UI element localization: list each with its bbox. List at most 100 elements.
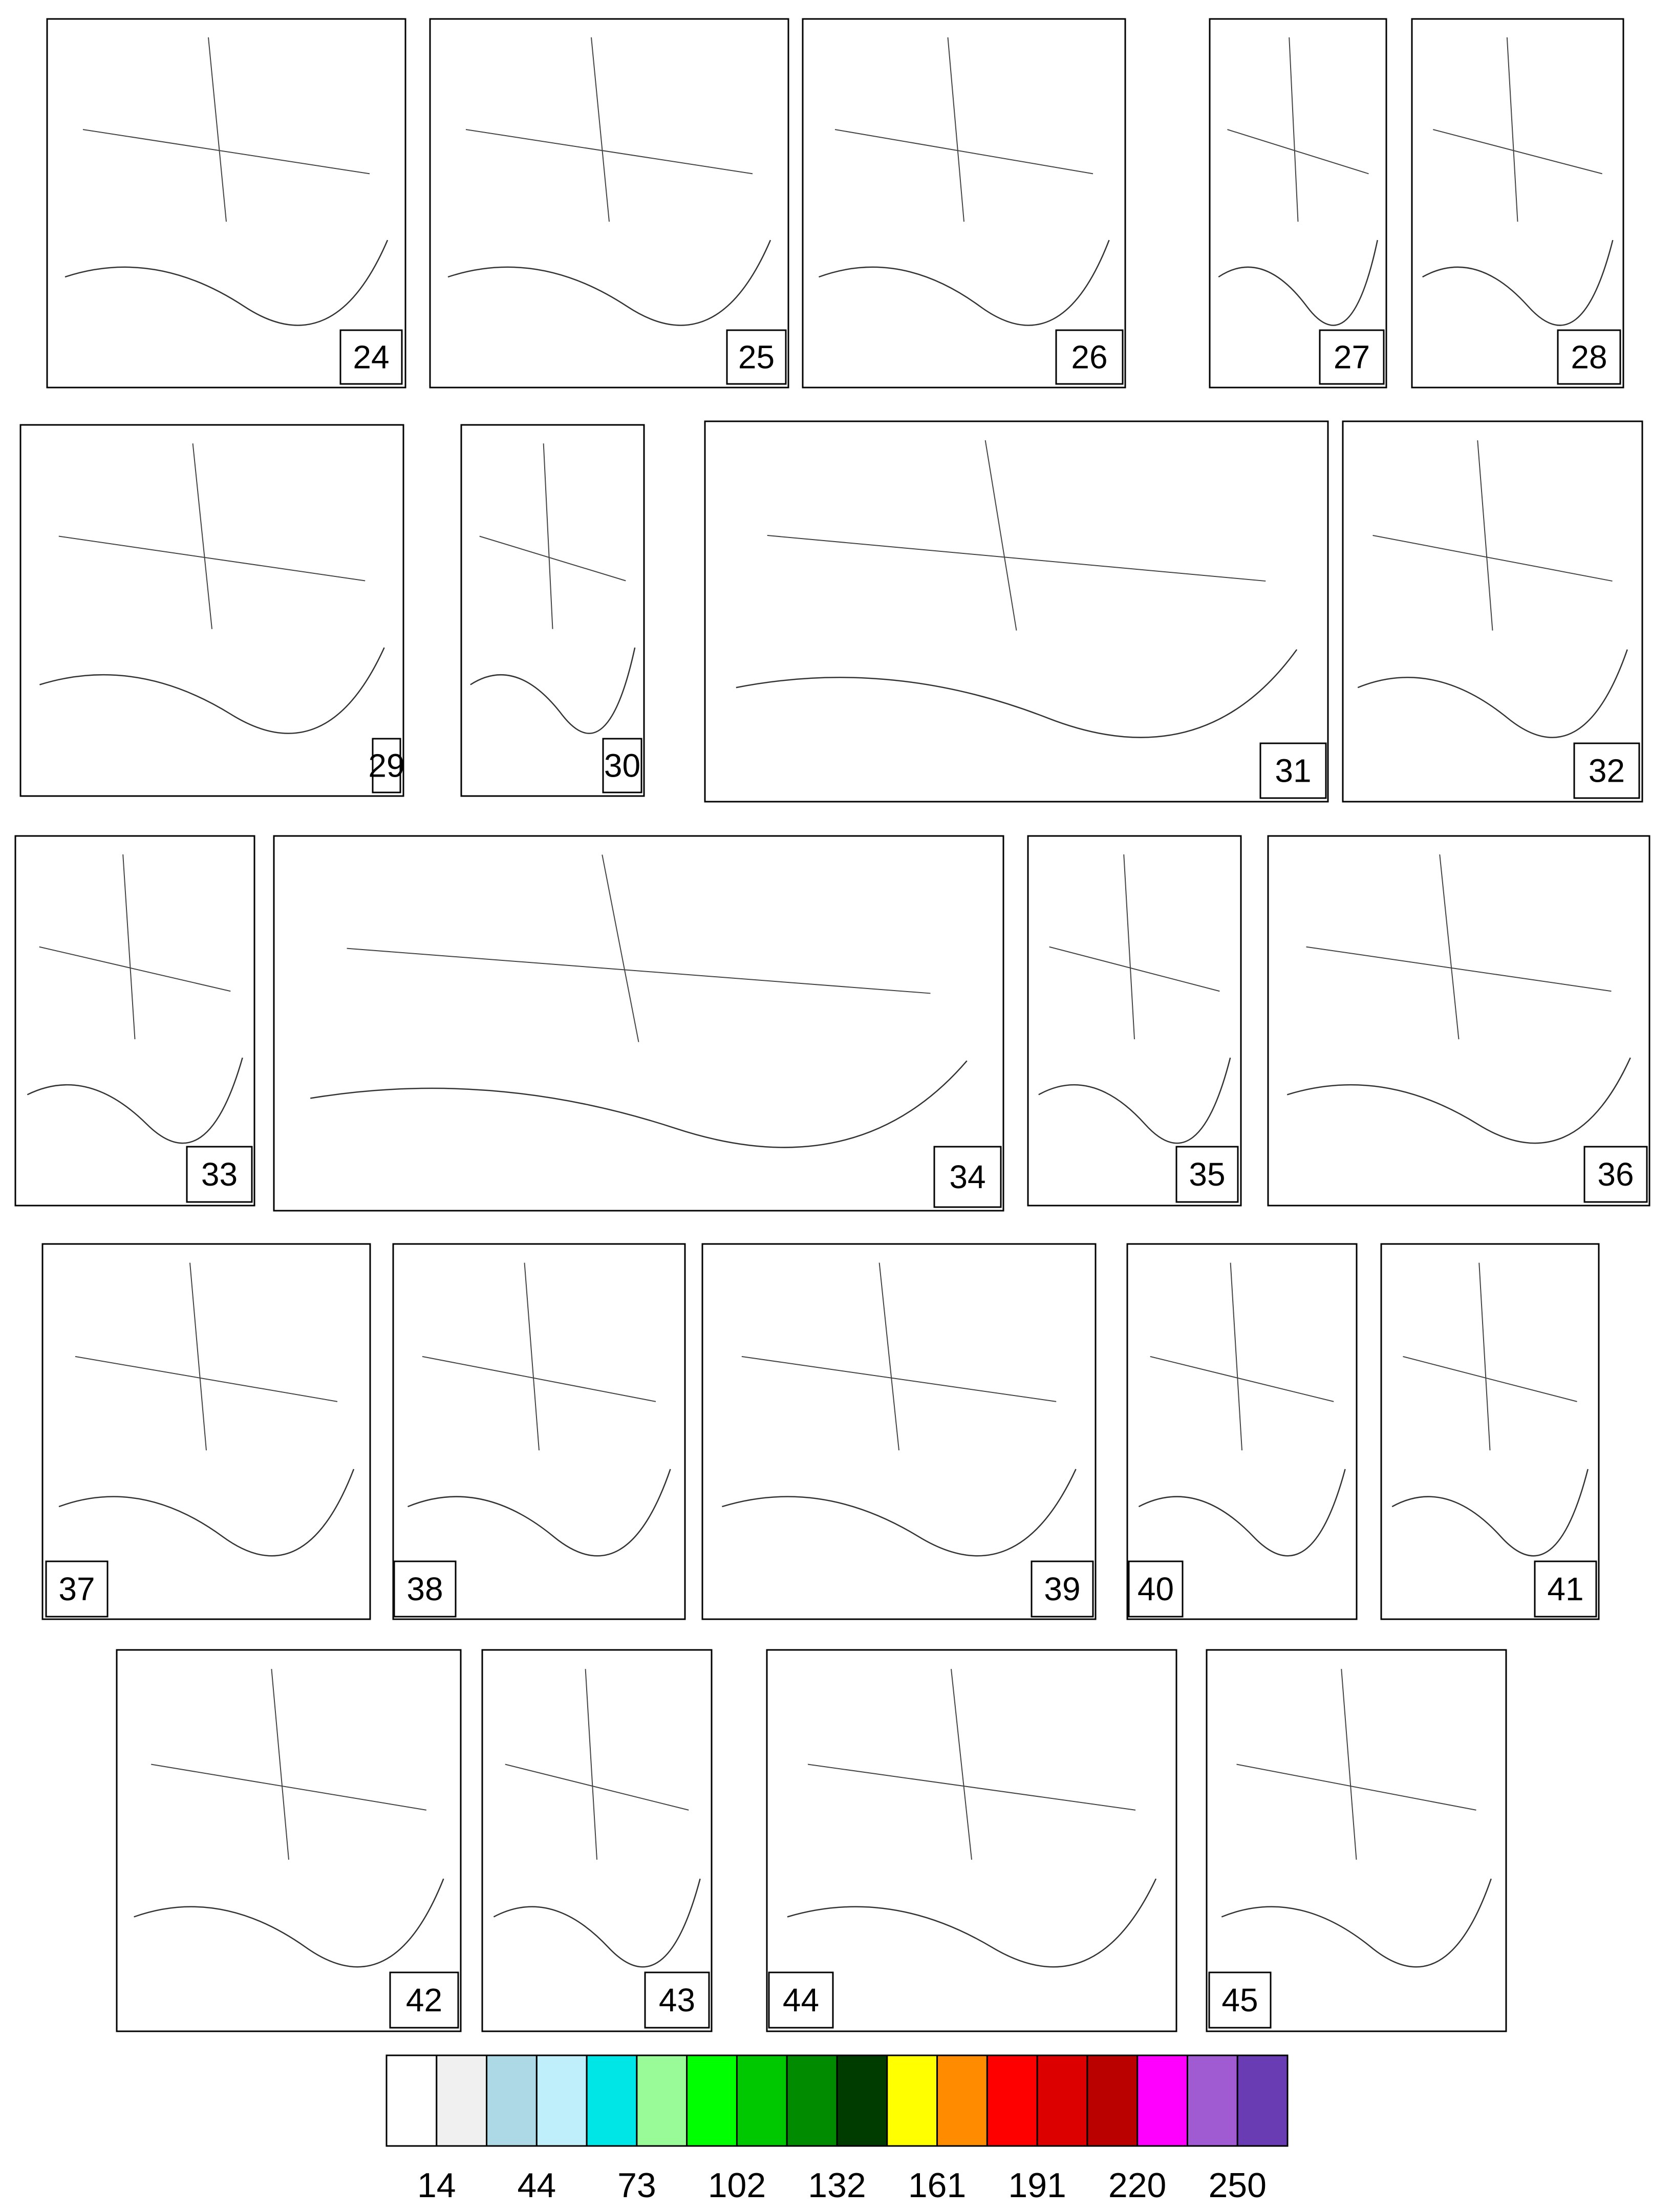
panel-label: 28 [1571, 339, 1607, 376]
panel-label-box [339, 329, 403, 385]
colorbar-cell [385, 2054, 438, 2147]
coastline [447, 240, 771, 326]
map-panel-frame [116, 1649, 462, 2032]
map-panel: 43 [481, 1649, 713, 2032]
state-border [1433, 129, 1602, 175]
state-border [39, 946, 231, 992]
colorbar-cell [436, 2054, 488, 2147]
panel-label-box [933, 1146, 1002, 1208]
panel-label: 40 [1138, 1571, 1174, 1607]
map-panel-frame [1209, 18, 1387, 389]
panel-label: 41 [1547, 1571, 1583, 1607]
map-panel-frame [1380, 1243, 1600, 1620]
colorbar-ticks: 14 44 73 102 132 161 191 220 250 [417, 2166, 1267, 2205]
panel-label: 29 [368, 747, 404, 784]
state-border [271, 1669, 289, 1860]
state-border [585, 1669, 597, 1860]
state-border [1227, 129, 1369, 175]
panel-label-box [1031, 1560, 1094, 1618]
colorbar-tick-label: 102 [708, 2166, 766, 2205]
state-border [1372, 534, 1613, 582]
colorbar-cell [836, 2054, 888, 2147]
state-border [422, 1356, 656, 1402]
state-border [208, 37, 227, 222]
state-border [465, 129, 753, 175]
state-border [1477, 440, 1493, 631]
map-panel-frame [701, 1243, 1097, 1620]
panel-label: 44 [783, 1982, 819, 2018]
state-border [479, 535, 626, 582]
map-panel-frame [41, 1243, 371, 1620]
panel-label: 26 [1071, 339, 1107, 376]
coastline [134, 1878, 444, 1968]
panel-label-box [186, 1146, 253, 1203]
colorbar-cell [1236, 2054, 1289, 2147]
panel-label-box [1259, 742, 1327, 799]
panel-label-box [1557, 329, 1621, 385]
state-border [122, 854, 136, 1040]
map-panel-frame [14, 835, 255, 1207]
map-panel: 37 [41, 1243, 371, 1620]
coastline [819, 240, 1110, 326]
coastline [65, 240, 389, 326]
panel-label: 43 [659, 1982, 695, 2018]
panel-label: 34 [949, 1158, 985, 1195]
state-border [543, 443, 553, 629]
coastline [1286, 1057, 1631, 1144]
map-panel-frame [392, 1243, 686, 1620]
coastline [1221, 1878, 1492, 1968]
map-panel: 28 [1411, 18, 1624, 389]
colorbar-tick-label: 73 [617, 2166, 656, 2205]
map-panel-frame [1206, 1649, 1507, 2032]
colorbar-cell [986, 2054, 1038, 2147]
coastline [1218, 240, 1378, 326]
state-border [1478, 1262, 1491, 1451]
panel-label: 30 [604, 747, 640, 784]
colorbar-tick-label: 44 [518, 2166, 556, 2205]
state-border [984, 440, 1017, 631]
state-border [1289, 37, 1299, 222]
map-panel-frame [481, 1649, 713, 2032]
panel-label: 24 [353, 339, 389, 376]
map-panel: 35 [1027, 835, 1242, 1207]
map-panel: 31 [704, 420, 1329, 803]
coastline [1391, 1469, 1589, 1557]
map-panel-frame [766, 1649, 1177, 2032]
colorbar-tick-label: 250 [1208, 2166, 1266, 2205]
state-border [505, 1764, 689, 1811]
coastline [58, 1469, 355, 1557]
state-border [75, 1356, 338, 1402]
state-border [1049, 946, 1220, 992]
colorbar [385, 2054, 1289, 2147]
state-border [947, 37, 964, 222]
colorbar-cell [636, 2054, 688, 2147]
colorbar-cell [686, 2054, 738, 2147]
map-panel: 32 [1342, 420, 1643, 803]
map-panel-frame [1267, 835, 1650, 1207]
panel-label-box [389, 1971, 459, 2029]
coastline [470, 647, 636, 734]
state-border [192, 443, 212, 629]
state-border [602, 854, 639, 1042]
panel-label-box [1055, 329, 1124, 385]
coastline [1357, 649, 1628, 738]
state-border [951, 1669, 972, 1860]
colorbar-cell [486, 2054, 538, 2147]
state-border [741, 1356, 1057, 1402]
colorbar-cell [535, 2054, 588, 2147]
panel-label: 25 [738, 339, 775, 376]
state-border [1341, 1669, 1357, 1860]
map-panel: 29 [19, 424, 405, 797]
state-border [1506, 37, 1518, 222]
panel-label: 42 [406, 1982, 442, 2018]
panel-label: 37 [58, 1571, 95, 1607]
panel-label-box [644, 1971, 710, 2029]
panel-label: 36 [1597, 1156, 1634, 1193]
coastline [722, 1469, 1077, 1557]
map-panel: 36 [1267, 835, 1650, 1207]
map-panel: 33 [14, 835, 255, 1207]
panel-label: 35 [1189, 1156, 1225, 1193]
state-border [151, 1764, 426, 1811]
map-panel: 25 [429, 18, 789, 389]
